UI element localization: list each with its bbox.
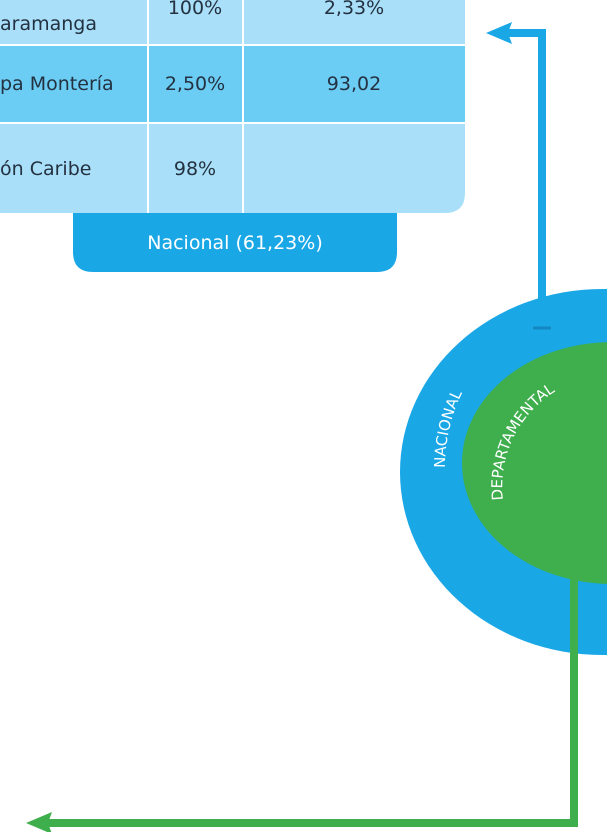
cell: ón Caribe: [0, 158, 91, 180]
cell: 98%: [174, 158, 216, 180]
inner-circle: [462, 342, 607, 584]
arrow-line: [505, 29, 546, 330]
arrow-head: [486, 22, 512, 44]
row-bg: [0, 0, 465, 45]
row-bg: [0, 123, 465, 213]
cell: 100%: [168, 0, 222, 19]
row-bg: [0, 45, 465, 123]
cell: pa Montería: [0, 73, 114, 95]
arrow-head: [26, 812, 52, 832]
cell: 93,02: [327, 73, 381, 95]
cell: aramanga: [0, 13, 97, 35]
footer-tab: [73, 200, 397, 272]
cell: 2,50%: [165, 73, 225, 95]
arrow-line: [45, 530, 578, 827]
cell: 2,33%: [324, 0, 384, 19]
footer-label: Nacional (61,23%): [147, 232, 322, 254]
